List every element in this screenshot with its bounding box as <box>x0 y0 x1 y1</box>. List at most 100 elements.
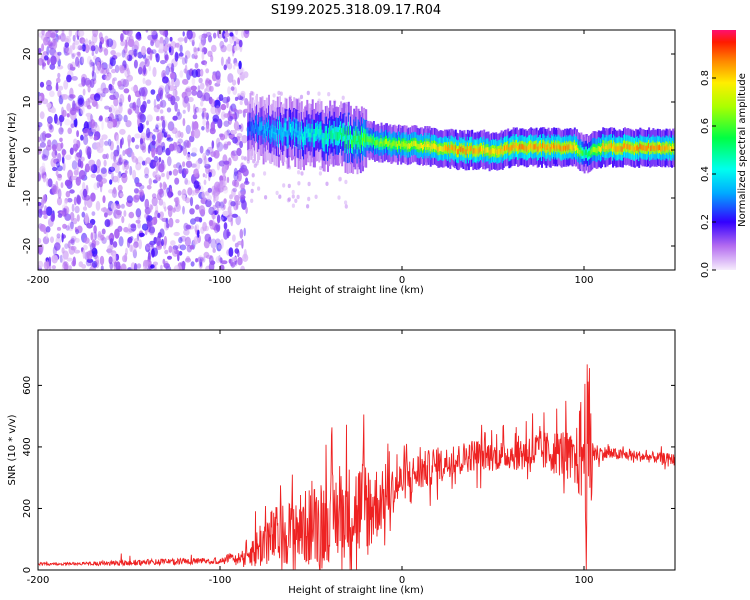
noise-speckle <box>109 113 114 122</box>
noise-speckle <box>127 267 132 270</box>
noise-speckle <box>238 39 243 48</box>
noise-speckle <box>82 206 88 211</box>
noise-speckle <box>177 37 185 42</box>
noise-speckle <box>66 257 73 262</box>
noise-speckle <box>175 111 182 120</box>
ridge-cell <box>607 144 610 150</box>
ridge-cell <box>530 142 533 149</box>
noise-speckle <box>174 196 180 206</box>
noise-speckle <box>109 217 113 225</box>
x-tick-label: 0 <box>399 575 405 586</box>
noise-speckle <box>112 241 118 248</box>
noise-speckle <box>344 204 348 209</box>
noise-speckle <box>160 264 163 270</box>
noise-speckle <box>50 213 55 222</box>
noise-speckle <box>174 177 180 185</box>
noise-speckle <box>250 198 254 203</box>
noise-speckle <box>210 151 217 158</box>
noise-speckle <box>125 120 132 128</box>
ridge-cell <box>580 148 583 154</box>
noise-speckle <box>121 216 125 224</box>
noise-speckle <box>130 86 137 92</box>
noise-speckle <box>58 85 64 91</box>
ridge-cell <box>261 121 264 130</box>
x-tick-label: -100 <box>209 575 232 586</box>
ridge-cell <box>310 128 313 138</box>
ridge-cell <box>606 145 609 151</box>
noise-speckle <box>104 140 109 146</box>
ridge-cell <box>592 146 595 153</box>
noise-speckle <box>219 133 226 141</box>
ridge-cell <box>258 126 261 136</box>
noise-speckle <box>172 245 179 251</box>
noise-speckle <box>133 263 138 270</box>
noise-speckle <box>184 177 188 185</box>
noise-speckle <box>168 85 175 92</box>
noise-speckle <box>114 159 118 164</box>
noise-speckle <box>239 228 244 239</box>
noise-speckle <box>138 239 143 250</box>
noise-speckle <box>174 101 178 112</box>
ridge-cell <box>586 152 589 158</box>
noise-speckle <box>82 188 88 198</box>
noise-speckle <box>133 59 138 69</box>
noise-speckle <box>56 77 61 84</box>
noise-speckle <box>41 43 45 52</box>
noise-speckle <box>51 254 58 264</box>
ridge-cell <box>640 144 643 150</box>
ridge-cell <box>260 122 263 132</box>
noise-speckle <box>189 196 194 207</box>
noise-speckle <box>201 191 207 199</box>
noise-speckle <box>150 89 156 95</box>
ridge-cell <box>451 144 454 150</box>
noise-speckle <box>219 264 225 270</box>
noise-speckle <box>57 188 62 199</box>
ridge-cell <box>354 135 357 145</box>
ridge-cell <box>477 148 480 154</box>
noise-speckle <box>62 261 69 270</box>
noise-speckle <box>212 248 216 253</box>
ridge-cell <box>650 145 653 152</box>
ridge-cell <box>483 145 486 151</box>
noise-speckle <box>157 212 161 218</box>
ridge-cell <box>454 145 457 151</box>
noise-speckle <box>177 190 182 196</box>
noise-speckle <box>160 99 167 108</box>
ridge-cell <box>654 145 657 151</box>
noise-speckle <box>230 262 236 268</box>
ridge-cell <box>469 146 471 152</box>
ridge-cell <box>489 149 492 155</box>
ridge-cell <box>544 144 547 150</box>
ridge-cell <box>571 145 574 151</box>
noise-speckle <box>133 40 140 51</box>
ridge-cell <box>320 126 323 135</box>
noise-speckle <box>39 81 45 88</box>
ridge-cell <box>396 143 399 150</box>
noise-speckle <box>182 109 186 114</box>
noise-speckle <box>173 265 180 270</box>
ridge-cell <box>341 132 344 142</box>
noise-speckle <box>167 255 172 260</box>
x-tick-label: 100 <box>574 275 593 286</box>
ridge-cell <box>557 143 560 149</box>
ridge-cell <box>605 143 608 150</box>
noise-speckle <box>162 181 167 191</box>
noise-speckle <box>81 56 85 64</box>
noise-speckle <box>227 56 231 64</box>
colorbar-tick-label: 0.8 <box>700 70 711 86</box>
noise-speckle <box>230 201 236 207</box>
ridge-cell <box>463 145 466 152</box>
noise-speckle <box>195 160 201 171</box>
noise-speckle <box>81 211 86 218</box>
noise-speckle <box>219 257 223 264</box>
noise-speckle <box>61 94 69 100</box>
noise-speckle <box>38 171 41 182</box>
noise-speckle <box>159 109 164 114</box>
ridge-cell <box>379 141 382 147</box>
ridge-cell <box>482 148 485 154</box>
noise-speckle <box>297 170 301 175</box>
colorbar-label: Normalized spectral amplitude <box>737 73 748 227</box>
noise-speckle <box>127 107 132 115</box>
noise-speckle <box>137 222 142 229</box>
noise-speckle <box>70 123 75 128</box>
